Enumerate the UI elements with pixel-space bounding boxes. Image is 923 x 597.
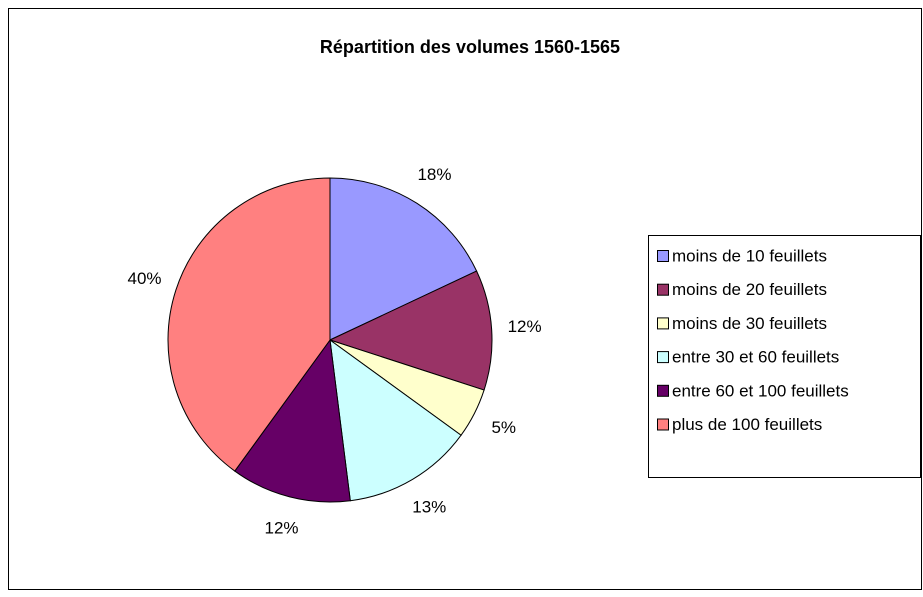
data-label: 40% bbox=[128, 269, 162, 288]
legend-swatch bbox=[657, 250, 669, 262]
legend-box bbox=[648, 235, 921, 478]
data-label: 13% bbox=[412, 497, 446, 516]
legend-label: moins de 20 feuillets bbox=[672, 280, 827, 299]
pie-slice bbox=[329, 177, 478, 341]
data-label: 18% bbox=[417, 165, 451, 184]
data-label: 12% bbox=[264, 518, 298, 537]
legend-label: entre 60 et 100 feuillets bbox=[672, 381, 849, 400]
legend-swatch bbox=[657, 351, 669, 364]
legend-swatch bbox=[657, 317, 669, 330]
legend-swatch bbox=[657, 283, 669, 296]
legend-label: plus de 100 feuillets bbox=[672, 415, 822, 434]
legend-swatch bbox=[657, 384, 669, 397]
pie-slice bbox=[329, 338, 462, 502]
legend-label: moins de 30 feuillets bbox=[672, 314, 827, 333]
pie-slice bbox=[234, 338, 351, 503]
legend-label: entre 30 et 60 feuillets bbox=[672, 348, 839, 367]
data-label: 5% bbox=[491, 418, 516, 437]
pie-slice bbox=[328, 270, 493, 391]
pie-slice bbox=[167, 177, 331, 472]
chart-title: Répartition des volumes 1560-1565 bbox=[320, 37, 620, 57]
data-label: 12% bbox=[508, 317, 542, 336]
legend-swatch bbox=[657, 418, 669, 431]
legend-label: moins de 10 feuillets bbox=[672, 246, 827, 265]
